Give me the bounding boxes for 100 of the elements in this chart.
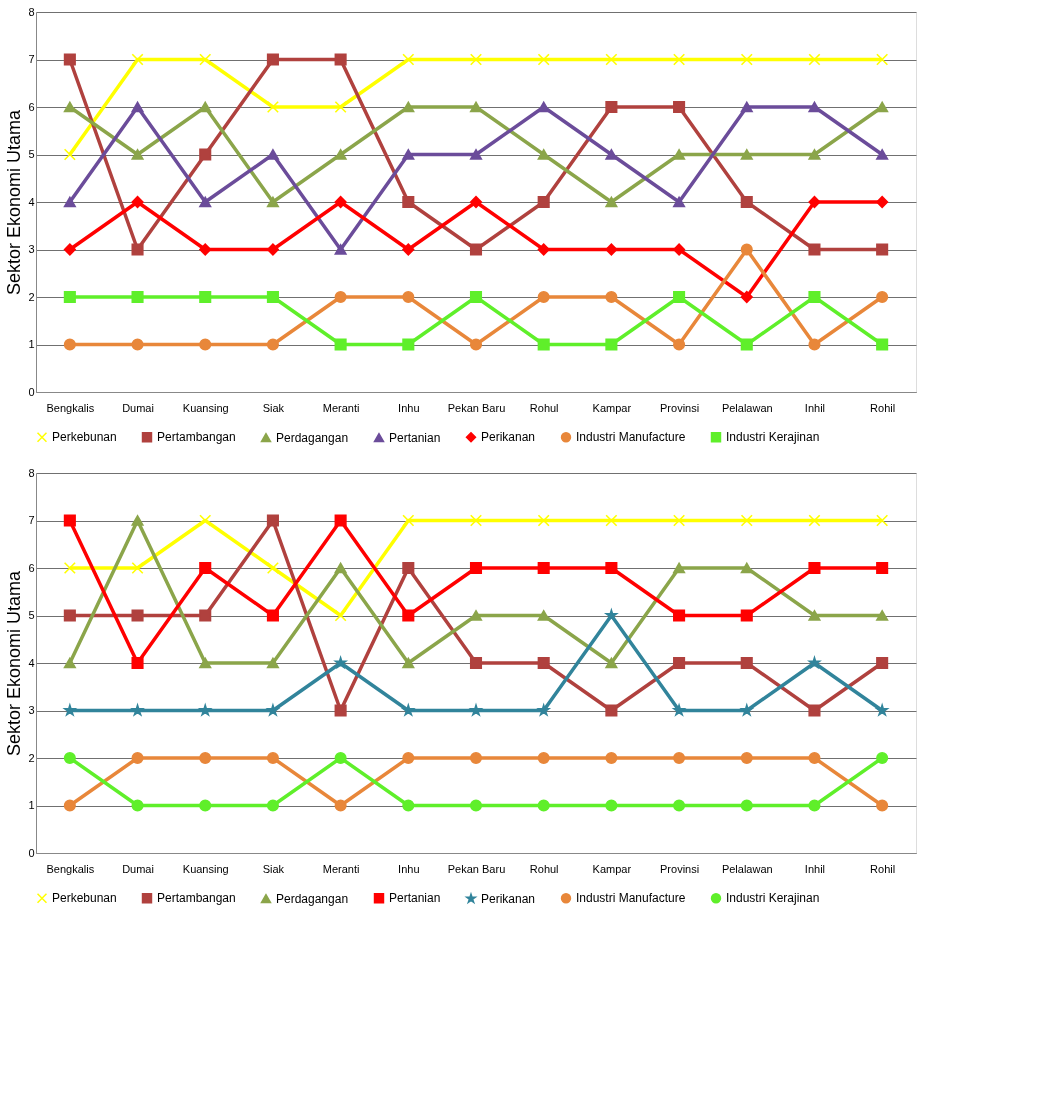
point bbox=[808, 561, 821, 575]
legend-label: Perikanan bbox=[481, 430, 536, 445]
point bbox=[266, 53, 279, 66]
point bbox=[537, 101, 550, 113]
point bbox=[673, 656, 686, 670]
point bbox=[876, 799, 889, 812]
point bbox=[469, 799, 483, 812]
point bbox=[199, 338, 212, 351]
point bbox=[808, 799, 821, 812]
legend-label: Perdagangan bbox=[276, 891, 349, 906]
point bbox=[266, 338, 279, 351]
point bbox=[402, 149, 415, 160]
legend-label: Industri Manufacture bbox=[576, 891, 686, 906]
x-tick-label: Inhu bbox=[398, 401, 420, 414]
point bbox=[537, 290, 550, 304]
point bbox=[605, 53, 618, 66]
point bbox=[334, 290, 347, 304]
point bbox=[876, 751, 889, 765]
point bbox=[266, 609, 279, 622]
y-tick-label: 4 bbox=[28, 195, 35, 208]
point bbox=[876, 561, 889, 575]
point bbox=[63, 657, 76, 669]
point bbox=[876, 290, 889, 304]
point bbox=[334, 100, 347, 114]
y-tick-label: 8 bbox=[28, 466, 35, 479]
point bbox=[199, 53, 212, 66]
point bbox=[537, 53, 550, 66]
point bbox=[876, 149, 889, 160]
point bbox=[469, 243, 483, 256]
point bbox=[537, 514, 550, 527]
point bbox=[605, 243, 618, 256]
point bbox=[63, 799, 76, 812]
point bbox=[469, 290, 483, 304]
point bbox=[605, 561, 618, 575]
point bbox=[402, 53, 415, 66]
point bbox=[537, 799, 550, 812]
point bbox=[402, 751, 415, 765]
point bbox=[199, 751, 212, 765]
point bbox=[605, 514, 618, 527]
point bbox=[63, 101, 76, 113]
point bbox=[673, 799, 686, 812]
point bbox=[63, 561, 76, 575]
x-tick-label: Pelalawan bbox=[721, 862, 773, 875]
point bbox=[740, 101, 753, 113]
x-tick-label: Kuansing bbox=[182, 401, 229, 414]
point bbox=[131, 53, 144, 66]
x-tick-label: Meranti bbox=[322, 401, 360, 414]
point bbox=[266, 196, 279, 208]
point bbox=[808, 751, 821, 765]
point bbox=[402, 799, 415, 812]
y-tick-label: 7 bbox=[28, 53, 35, 65]
point bbox=[605, 196, 618, 208]
legend-label: Pertambangan bbox=[157, 430, 236, 445]
point bbox=[469, 610, 483, 621]
y-tick-label: 7 bbox=[28, 514, 35, 526]
x-tick-label: Dumai bbox=[122, 862, 154, 875]
point bbox=[808, 101, 821, 113]
x-tick-label: Rohul bbox=[529, 401, 559, 414]
point bbox=[402, 657, 415, 669]
point bbox=[673, 149, 686, 160]
point bbox=[808, 656, 821, 669]
point bbox=[673, 514, 686, 527]
point bbox=[63, 338, 76, 351]
legend-label: Pertanian bbox=[389, 430, 441, 445]
point bbox=[266, 751, 279, 765]
y-tick-label: 0 bbox=[28, 846, 35, 859]
point bbox=[876, 610, 889, 621]
point bbox=[740, 243, 753, 256]
y-tick-label: 8 bbox=[28, 5, 35, 18]
point bbox=[740, 656, 753, 670]
point bbox=[334, 195, 347, 209]
legend-label: Industri Manufacture bbox=[576, 430, 686, 445]
point bbox=[740, 195, 753, 209]
point bbox=[131, 338, 144, 351]
point bbox=[199, 148, 212, 161]
point bbox=[199, 799, 212, 812]
y-tick-label: 0 bbox=[28, 385, 35, 398]
y-tick-label: 1 bbox=[28, 799, 35, 811]
point bbox=[131, 751, 144, 765]
point bbox=[740, 514, 753, 527]
point bbox=[199, 657, 212, 669]
y-tick-label: 2 bbox=[28, 751, 35, 764]
point bbox=[266, 290, 279, 304]
y-tick-label: 5 bbox=[28, 609, 35, 621]
point bbox=[673, 243, 686, 256]
point bbox=[740, 609, 753, 622]
point bbox=[334, 704, 347, 717]
point bbox=[131, 609, 144, 622]
point bbox=[673, 609, 686, 622]
point bbox=[740, 751, 753, 765]
point bbox=[334, 514, 347, 527]
point bbox=[469, 656, 483, 670]
point bbox=[808, 195, 821, 209]
x-tick-label: Inhu bbox=[398, 862, 420, 875]
point bbox=[266, 799, 279, 812]
y-tick-label: 3 bbox=[28, 243, 35, 255]
point bbox=[334, 799, 347, 812]
y-tick-label: 6 bbox=[28, 561, 35, 574]
point bbox=[876, 514, 889, 527]
point bbox=[334, 562, 347, 574]
